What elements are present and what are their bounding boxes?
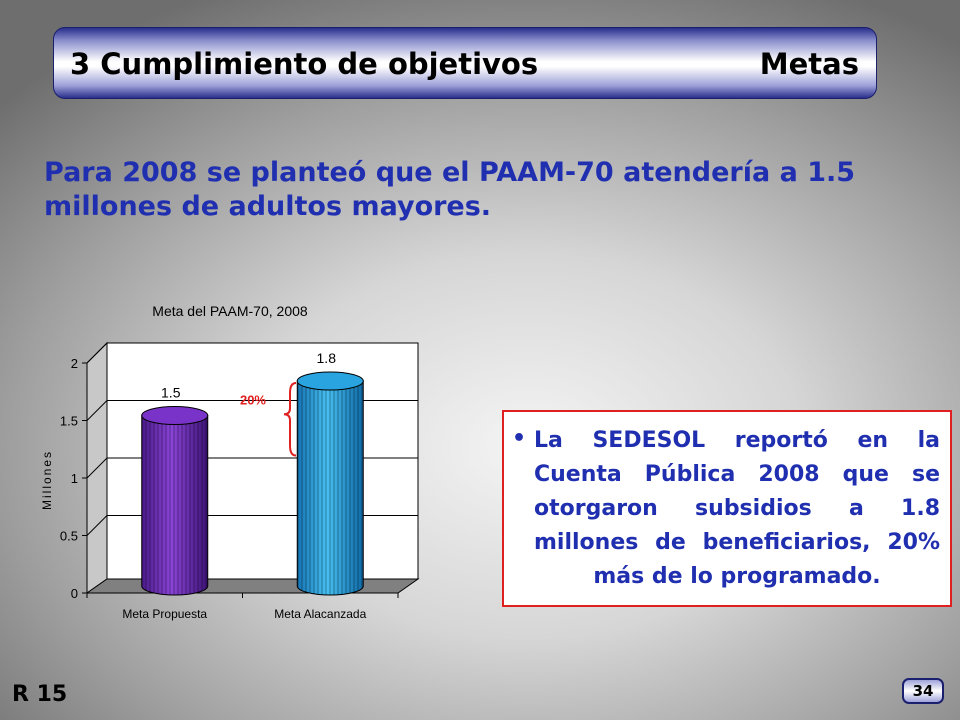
bar-top bbox=[141, 406, 209, 425]
y-tick-label: 0.5 bbox=[60, 529, 78, 544]
title-bar: 3 Cumplimiento de objetivos Metas bbox=[53, 27, 877, 99]
plot-area: 0 0.5 1 1.5 2 bbox=[60, 341, 420, 601]
y-tick-label: 0 bbox=[71, 586, 78, 601]
y-tick-label: 1.5 bbox=[60, 414, 78, 429]
bars: 1.5 Meta Propuesta 1.8 Meta Alacanzada bbox=[122, 350, 366, 621]
slide-title: 3 Cumplimiento de objetivos bbox=[70, 47, 539, 81]
x-tick-label: Meta Propuesta bbox=[122, 607, 207, 621]
annotation-label: 20% bbox=[240, 392, 266, 407]
gridline-diag bbox=[86, 515, 108, 536]
x-tick-label: Meta Alacanzada bbox=[274, 607, 366, 621]
slide-section: Metas bbox=[759, 47, 859, 81]
slide-code: R 15 bbox=[12, 682, 68, 707]
y-axis-label: Millones bbox=[40, 450, 54, 510]
gridline-diag bbox=[86, 457, 108, 479]
annotation: 20% bbox=[240, 382, 297, 457]
bar-texture bbox=[297, 381, 364, 595]
note-text: La SEDESOL reportó en la Cuenta Pública … bbox=[534, 428, 940, 589]
slide-subtitle: Para 2008 se planteó que el PAAM-70 aten… bbox=[44, 157, 856, 222]
data-label: 1.8 bbox=[317, 350, 337, 366]
bar-texture bbox=[141, 415, 208, 595]
note-bullet: • bbox=[512, 426, 527, 451]
y-tick-label: 1 bbox=[71, 471, 78, 486]
plot-floor bbox=[85, 578, 420, 594]
note-box: • La SEDESOL reportó en la Cuenta Públic… bbox=[502, 410, 952, 607]
bar-top bbox=[296, 371, 364, 391]
y-tick-label: 2 bbox=[71, 356, 78, 371]
chart-title: Meta del PAAM-70, 2008 bbox=[152, 303, 308, 319]
gridline-diag bbox=[86, 342, 108, 364]
gridline-diag bbox=[86, 400, 108, 421]
page-number-badge: 34 bbox=[902, 678, 944, 704]
data-label: 1.5 bbox=[161, 385, 181, 401]
annotation-brace bbox=[283, 382, 297, 457]
